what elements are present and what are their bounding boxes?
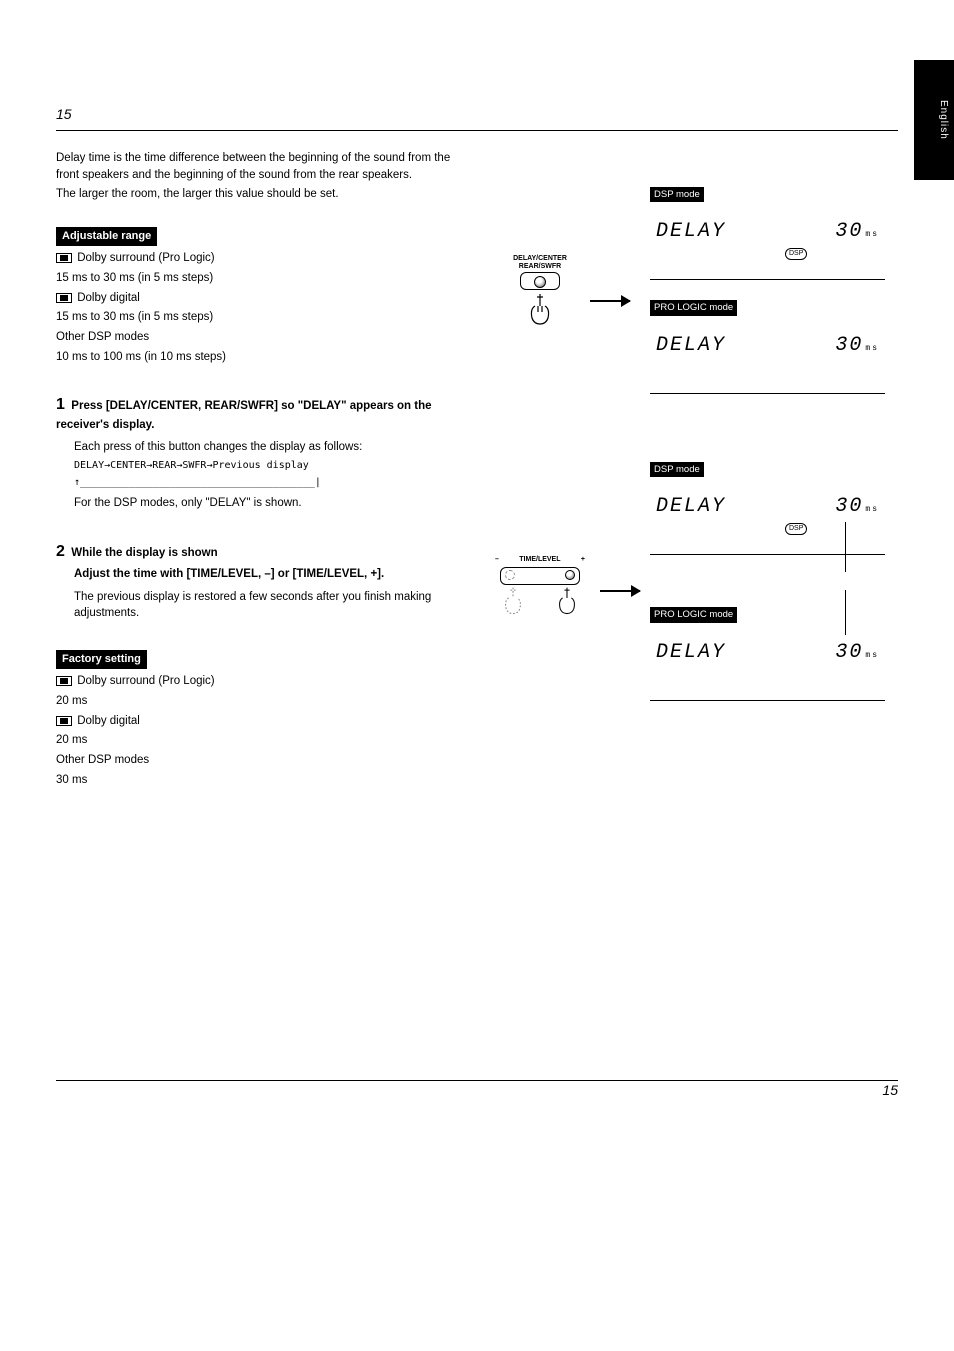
- arrow-icon: [590, 300, 630, 302]
- step2: 2 While the display is shown: [56, 540, 476, 563]
- display-panel-prologic-2: DELAY 30ms: [650, 631, 885, 701]
- display-header-prologic: PRO LOGIC mode: [650, 607, 737, 622]
- dsp-badge: DSP: [785, 523, 807, 535]
- range-other: Other DSP modes: [56, 329, 476, 346]
- remote-label-line2: REAR/SWFR: [500, 263, 580, 271]
- language-tab: English: [914, 60, 954, 180]
- step2-subtitle: Adjust the time with [TIME/LEVEL, –] or …: [74, 566, 476, 583]
- remote-minus-icon: [505, 570, 515, 580]
- step1-flow2: ↑_______________________________________…: [74, 476, 476, 491]
- hand-icon: [525, 292, 555, 327]
- arrow-icon: [600, 590, 640, 592]
- display-panel-prologic-1: DELAY 30ms: [650, 324, 885, 394]
- dsp-badge: DSP: [785, 248, 807, 260]
- factory-setting-header: Factory setting: [56, 650, 147, 669]
- remote-minus-label: –: [495, 555, 499, 565]
- factory-row1-val: 20 ms: [56, 693, 476, 710]
- factory-row2: Dolby digital: [56, 713, 476, 730]
- leader-line: [845, 590, 846, 635]
- range-row2: Dolby digital: [56, 290, 476, 307]
- remote-timelevel-label: TIME/LEVEL: [519, 555, 560, 565]
- factory-row2-val: 20 ms: [56, 732, 476, 749]
- divider-top: [56, 130, 898, 131]
- step1-flow1: DELAY→CENTER→REAR→SWFR→Previous display: [74, 459, 476, 474]
- display-panel-dsp-1: DELAY 30ms DSP: [650, 210, 885, 280]
- hand-icon: [554, 585, 580, 617]
- intro-1: Delay time is the time difference betwee…: [56, 150, 476, 183]
- factory-other: Other DSP modes: [56, 752, 476, 769]
- dolby-icon: [56, 293, 72, 303]
- seg-value: 30: [835, 220, 863, 243]
- page-number-bottom: 15: [882, 1081, 898, 1101]
- display-group-2: DSP mode DELAY 30ms DSP PRO LOGIC mode D…: [650, 460, 885, 701]
- dolby-icon: [56, 676, 72, 686]
- seg-value: 30: [835, 334, 863, 357]
- adjustable-range-header: Adjustable range: [56, 227, 157, 246]
- seg-delay-text: DELAY: [656, 639, 726, 667]
- seg-unit: ms: [865, 344, 879, 353]
- dolby-icon: [56, 253, 72, 263]
- display-header-dsp: DSP mode: [650, 187, 704, 202]
- range-row1: Dolby surround (Pro Logic): [56, 250, 476, 267]
- display-group-1: DSP mode DELAY 30ms DSP PRO LOGIC mode D…: [650, 185, 885, 394]
- display-header-dsp: DSP mode: [650, 462, 704, 477]
- display-header-prologic: PRO LOGIC mode: [650, 300, 737, 315]
- range-row2-val: 15 ms to 30 ms (in 5 ms steps): [56, 309, 476, 326]
- seg-delay-text: DELAY: [656, 218, 726, 246]
- remote-plus-label: +: [581, 555, 585, 565]
- seg-unit: ms: [865, 651, 879, 660]
- remote-timelevel-diagram: – TIME/LEVEL +: [490, 555, 590, 617]
- step1: 1 Press [DELAY/CENTER, REAR/SWFR] so "DE…: [56, 393, 476, 433]
- step1-body1: Each press of this button changes the di…: [74, 439, 476, 456]
- range-other-val: 10 ms to 100 ms (in 10 ms steps): [56, 349, 476, 366]
- step2-body: The previous display is restored a few s…: [74, 589, 476, 622]
- seg-unit: ms: [865, 230, 879, 239]
- factory-row1: Dolby surround (Pro Logic): [56, 673, 476, 690]
- hand-ghost-icon: [500, 585, 526, 617]
- left-column: Delay time is the time difference betwee…: [56, 150, 476, 791]
- intro-2: The larger the room, the larger this val…: [56, 186, 476, 203]
- remote-delay-button-diagram: DELAY/CENTER REAR/SWFR: [500, 255, 580, 327]
- step1-body2: For the DSP modes, only "DELAY" is shown…: [74, 495, 476, 512]
- divider-bottom: [56, 1080, 898, 1081]
- dolby-icon: [56, 716, 72, 726]
- seg-value: 30: [835, 495, 863, 518]
- display-panel-dsp-2: DELAY 30ms DSP: [650, 485, 885, 555]
- leader-line: [845, 522, 846, 572]
- seg-delay-text: DELAY: [656, 493, 726, 521]
- remote-dual-button-icon: [500, 567, 580, 585]
- seg-delay-text: DELAY: [656, 332, 726, 360]
- remote-button-icon: [520, 272, 560, 290]
- remote-label-line1: DELAY/CENTER: [500, 255, 580, 263]
- factory-other-val: 30 ms: [56, 772, 476, 789]
- page-number-top: 15: [56, 105, 72, 125]
- remote-plus-icon: [565, 570, 575, 580]
- seg-unit: ms: [865, 505, 879, 514]
- range-row1-val: 15 ms to 30 ms (in 5 ms steps): [56, 270, 476, 287]
- seg-value: 30: [835, 641, 863, 664]
